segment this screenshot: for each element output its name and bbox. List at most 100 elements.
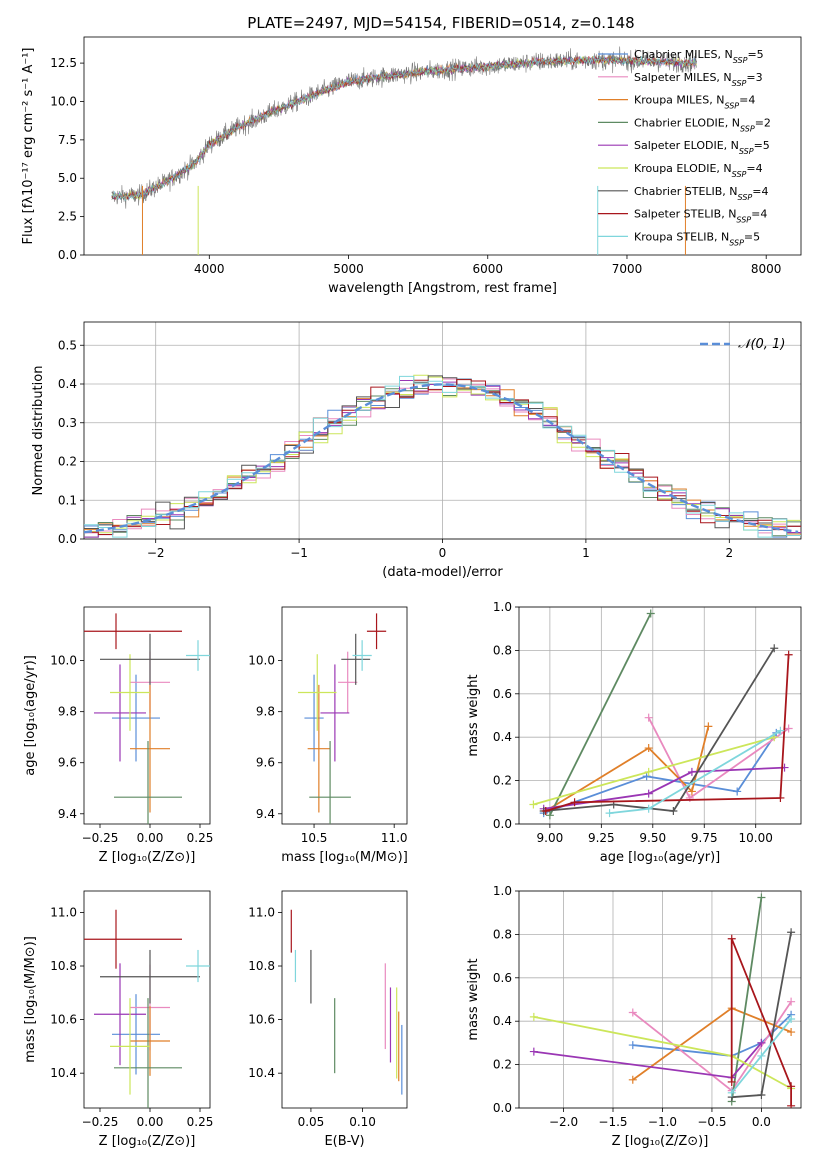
legend-entry: Salpeter ELODIE, NSSP=5: [634, 139, 770, 156]
y-tick-label: 9.8: [58, 705, 77, 719]
y-tick-label: 9.6: [256, 756, 275, 770]
y-tick-label: 9.4: [58, 807, 77, 821]
x-axis-label: mass [log₁₀(M/M⊙)]: [281, 850, 408, 865]
legend-entry: Kroupa STELIB, NSSP=5: [634, 230, 760, 247]
y-tick-label: 0.2: [58, 455, 77, 469]
series-marker: [687, 767, 696, 776]
chart-age-vs-mass: 10.5 11.0 9.4 9.6 9.8 10.0 mass [log₁₀(M/M⊙)]: [248, 606, 408, 865]
histogram-steps: [84, 375, 801, 538]
y-axis-label: age [log₁₀(age/yr)]: [23, 655, 38, 776]
x-tick-label: 9.75: [691, 831, 718, 845]
series-line: [533, 736, 775, 806]
series-marker: [644, 804, 653, 813]
legend-tail: =2: [755, 116, 771, 129]
x-tick-label: 9.00: [537, 831, 564, 845]
legend-entry: Chabrier STELIB, NSSP=4: [634, 185, 768, 202]
errorbars: [84, 613, 210, 824]
series-marker: [733, 787, 742, 796]
weight-series: [529, 893, 796, 1108]
legend-tail: =3: [746, 71, 762, 84]
y-axis-label: mass weight: [466, 958, 481, 1040]
chart-residuals: −2 −1 0 1 2 0.0 0.1 0.2 0.3 0.4 0.5 (data-model)/er…: [31, 321, 802, 580]
legend-tail: =4: [751, 208, 767, 221]
x-tick-label: 8000: [751, 262, 782, 276]
legend-sub: SSP: [733, 56, 748, 65]
x-tick-label: −0.25: [82, 831, 119, 845]
y-tick-label: 10.4: [50, 1066, 77, 1080]
axes-frame: [83, 606, 211, 825]
series-marker: [787, 928, 796, 937]
legend-entry: Salpeter STELIB, NSSP=4: [634, 208, 767, 225]
x-axis-label: (data-model)/error: [382, 565, 503, 580]
x-tick-label: −1.5: [598, 1115, 627, 1129]
series-marker: [642, 772, 651, 781]
series-marker: [757, 1051, 766, 1060]
series-marker: [784, 650, 793, 659]
legend-sub: SSP: [736, 215, 751, 224]
weight-series: [529, 609, 793, 820]
series-marker: [628, 1008, 637, 1017]
legend-text: Kroupa ELODIE, N: [634, 162, 732, 175]
series-marker: [605, 809, 614, 818]
chart-mass-vs-EBV: 0.05 0.10 10.4 10.6 10.8 11.0 E(B-V): [248, 890, 408, 1149]
chart-mass-vs-Z: −0.25 0.00 0.25 10.4 10.6 10.8 11.0 Z [log₁₀(Z/…: [23, 890, 213, 1149]
y-tick-label: 1.0: [493, 884, 512, 898]
x-tick-label: 10.00: [739, 831, 773, 845]
x-tick-label: 4000: [194, 262, 225, 276]
series-marker: [628, 1041, 637, 1050]
series-marker: [727, 934, 736, 943]
x-tick-label: 2: [725, 546, 733, 560]
observed-spectrum: [111, 46, 697, 209]
y-tick-label: 9.8: [256, 705, 275, 719]
y-tick-label: 9.6: [58, 756, 77, 770]
series-marker: [787, 997, 796, 1006]
y-tick-label: 10.0: [248, 654, 275, 668]
y-tick-label: 0.1: [58, 493, 77, 507]
x-tick-label: 1: [582, 546, 590, 560]
y-tick-label: 0.6: [493, 971, 512, 985]
chart-weight-vs-Z: −2.0 −1.5 −1.0 −0.5 0.0 0.0 0.2 0.4 0.6 0.8 1.0 Z […: [466, 884, 802, 1149]
series-line: [730, 897, 763, 1102]
y-tick-label: 0.0: [58, 532, 77, 546]
legend-entry: Chabrier ELODIE, NSSP=2: [634, 116, 771, 132]
y-tick-label: 0.2: [493, 1058, 512, 1072]
legend-text: Chabrier STELIB, N: [634, 185, 738, 198]
y-tick-label: 7.5: [58, 133, 77, 147]
legend-text: Salpeter MILES, N: [634, 71, 732, 84]
series-marker: [727, 1077, 736, 1086]
series-marker: [784, 724, 793, 733]
axes-frame: [83, 890, 211, 1109]
series-line: [545, 726, 710, 812]
x-axis-label: age [log₁₀(age/yr)]: [600, 850, 721, 865]
gaussian-reference: [84, 383, 799, 534]
y-tick-label: 0.8: [493, 643, 512, 657]
series-marker: [687, 787, 696, 796]
model-spectrum: [111, 54, 697, 202]
series-marker: [757, 893, 766, 902]
series-marker: [644, 767, 653, 776]
legend-sub: SSP: [738, 192, 753, 201]
x-tick-label: 9.25: [588, 831, 615, 845]
x-tick-label: 0: [439, 546, 447, 560]
y-tick-label: 10.8: [50, 959, 77, 973]
legend-text: Kroupa MILES, N: [634, 94, 724, 107]
x-axis-label: wavelength [Angstrom, rest frame]: [328, 281, 557, 296]
y-axis-label: Normed distribution: [31, 366, 46, 496]
series-marker: [776, 793, 785, 802]
legend-entry: Salpeter MILES, NSSP=3: [634, 71, 763, 88]
legend-tail: =4: [746, 162, 762, 175]
x-axis-label: Z [log₁₀(Z/Z⊙)]: [612, 1134, 709, 1149]
series-marker: [529, 1047, 538, 1056]
errorbars: [298, 613, 387, 824]
legend-sub: SSP: [740, 124, 755, 133]
y-tick-label: 11.0: [50, 905, 77, 919]
legend-sub: SSP: [732, 170, 747, 179]
series-line: [543, 647, 775, 812]
series-marker: [787, 1082, 796, 1091]
y-tick-label: 0.0: [493, 1101, 512, 1115]
y-tick-label: 0.2: [493, 774, 512, 788]
legend-sub: SSP: [732, 78, 747, 87]
axes-frame: [281, 890, 408, 1109]
legend-sub: SSP: [729, 238, 744, 247]
